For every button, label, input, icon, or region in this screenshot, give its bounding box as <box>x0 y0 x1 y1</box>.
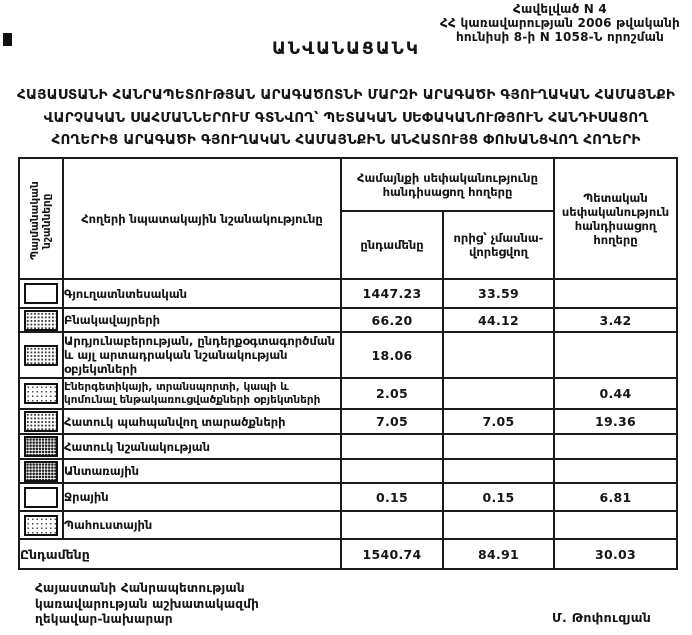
legend-cell <box>18 331 64 379</box>
table-row: Ջրային 0.15 0.15 6.81 <box>18 482 679 512</box>
legend-swatch <box>24 283 58 304</box>
land-category-name: Էներգետիկայի, տրանսպորտի, կապի և կոմունա… <box>62 377 342 410</box>
nonprivatized-value <box>441 458 556 484</box>
col-header-state: Պետական սեփականություն հանդիսացող հողերը <box>553 157 679 280</box>
community-total-value <box>340 433 444 460</box>
col-header-community-total: ընդամենը <box>340 210 444 280</box>
legend-cell <box>18 458 64 484</box>
state-value: 6.81 <box>553 482 679 512</box>
total-nonprivatized-value: 84.91 <box>441 538 556 570</box>
land-category-name: Հատուկ պահպանվող տարածքների <box>62 408 342 435</box>
land-category-name: Ջրային <box>62 482 342 512</box>
table-row: Հատուկ պահպանվող տարածքների 7.05 7.05 19… <box>18 408 679 435</box>
community-total-value: 7.05 <box>340 408 444 435</box>
state-value <box>553 331 679 379</box>
signatory-title-line: ղեկավար-նախարար <box>35 612 173 626</box>
state-value: 3.42 <box>553 307 679 333</box>
land-category-name: Անտառային <box>62 458 342 484</box>
legend-swatch <box>24 383 58 404</box>
appendix-line: ՀՀ կառավարության 2006 թվականի <box>440 16 680 30</box>
heading-line: ՎԱՐՉԱԿԱՆ ՍԱՀՄԱՆՆԵՐՈՒՄ ԳՏՆՎՈՂ՝ ՊԵՏԱԿԱՆ ՍԵ… <box>43 109 649 126</box>
signatory-title-block: Հայաստանի Հանրապետության կառավարության ա… <box>35 581 259 628</box>
community-total-value: 0.15 <box>340 482 444 512</box>
total-row-label: Ընդամենը <box>18 538 342 570</box>
land-category-name: Պահուստային <box>62 510 342 540</box>
legend-cell <box>18 307 64 333</box>
state-value <box>553 278 679 309</box>
legend-cell <box>18 278 64 309</box>
land-allocation-table: Պայմանական նշանները Հողերի նպատակային նշ… <box>18 157 679 570</box>
heading-line: ՀՈՂԵՐԻՑ ԱՐԱԳԱԾԻ ԳՅՈՒՂԱԿԱՆ ՀԱՄԱՅՆՔԻՆ ԱՆՀԱ… <box>51 132 641 148</box>
community-total-value <box>340 510 444 540</box>
col-header-purpose: Հողերի նպատակային նշանակությունը <box>62 157 342 280</box>
nonprivatized-value <box>441 433 556 460</box>
nonprivatized-value: 0.15 <box>441 482 556 512</box>
legend-swatch <box>24 461 58 481</box>
signatory-title-line: Հայաստանի Հանրապետության <box>35 581 245 595</box>
state-value <box>553 510 679 540</box>
table-row: Բնակավայրերի 66.20 44.12 3.42 <box>18 307 679 333</box>
legend-cell <box>18 482 64 512</box>
legend-swatch <box>24 344 58 366</box>
scan-artifact <box>3 33 12 46</box>
table-row: Գյուղատնտեսական 1447.23 33.59 <box>18 278 679 309</box>
total-community-total-value: 1540.74 <box>340 538 444 570</box>
col-header-community-nonprivatized: որից՝ չմասնա- վորեցվող <box>441 210 556 280</box>
nonprivatized-value <box>441 510 556 540</box>
community-total-value: 66.20 <box>340 307 444 333</box>
table-row: Պահուստային <box>18 510 679 540</box>
appendix-line: հունիսի 8-ի N 1058-Ն որոշման <box>455 30 665 44</box>
appendix-reference: Հավելված N 4 ՀՀ կառավարության 2006 թվակա… <box>432 2 688 44</box>
document-title: ԱՆՎԱՆԱՑԱՆԿ <box>272 39 420 59</box>
legend-swatch <box>24 411 58 432</box>
col-header-symbols-label: Պայմանական նշանները <box>29 181 53 260</box>
legend-cell <box>18 408 64 435</box>
col-header-community-group: Համայնքի սեփականությունը հանդիսացող հողե… <box>339 157 556 212</box>
nonprivatized-value <box>441 377 556 410</box>
table-total-row: Ընդամենը 1540.74 84.91 30.03 <box>18 538 679 570</box>
community-total-value: 18.06 <box>340 331 444 379</box>
table-row: Հատուկ նշանակության <box>18 433 679 460</box>
legend-cell <box>18 433 64 460</box>
land-category-name: Բնակավայրերի <box>62 307 342 333</box>
table-row: Էներգետիկայի, տրանսպորտի, կապի և կոմունա… <box>18 377 679 410</box>
signatory-title-line: կառավարության աշխատակազմի <box>35 596 260 611</box>
total-state-value: 30.03 <box>553 538 679 570</box>
legend-cell <box>18 377 64 410</box>
state-value <box>553 433 679 460</box>
land-category-name: Գյուղատնտեսական <box>62 278 342 309</box>
legend-swatch <box>24 310 58 330</box>
land-category-name: Արդյունաբերության, ընդերքօգտագործման և ա… <box>62 331 342 379</box>
community-total-value: 1447.23 <box>340 278 444 309</box>
document-heading: ՀԱՅԱՍՏԱՆԻ ՀԱՆՐԱՊԵՏՈՒԹՅԱՆ ԱՐԱԳԱԾՈՏՆԻ ՄԱՐԶ… <box>0 84 692 152</box>
table-row: Արդյունաբերության, ընդերքօգտագործման և ա… <box>18 331 679 379</box>
state-value: 19.36 <box>553 408 679 435</box>
legend-swatch <box>24 514 58 536</box>
legend-swatch <box>24 486 58 508</box>
nonprivatized-value: 44.12 <box>441 307 556 333</box>
nonprivatized-value: 33.59 <box>441 278 556 309</box>
heading-line: ՀԱՅԱՍՏԱՆԻ ՀԱՆՐԱՊԵՏՈՒԹՅԱՆ ԱՐԱԳԱԾՈՏՆԻ ՄԱՐԶ… <box>16 87 676 103</box>
nonprivatized-value: 7.05 <box>441 408 556 435</box>
nonprivatized-value <box>441 331 556 379</box>
table-row: Անտառային <box>18 458 679 484</box>
state-value <box>553 458 679 484</box>
legend-swatch <box>24 436 58 457</box>
legend-cell <box>18 510 64 540</box>
community-total-value <box>340 458 444 484</box>
community-total-value: 2.05 <box>340 377 444 410</box>
col-header-symbols: Պայմանական նշանները <box>18 157 64 280</box>
land-category-name: Հատուկ նշանակության <box>62 433 342 460</box>
signatory-name: Մ. Թոփուզյան <box>552 610 652 625</box>
appendix-line: Հավելված N 4 <box>513 2 607 16</box>
state-value: 0.44 <box>553 377 679 410</box>
